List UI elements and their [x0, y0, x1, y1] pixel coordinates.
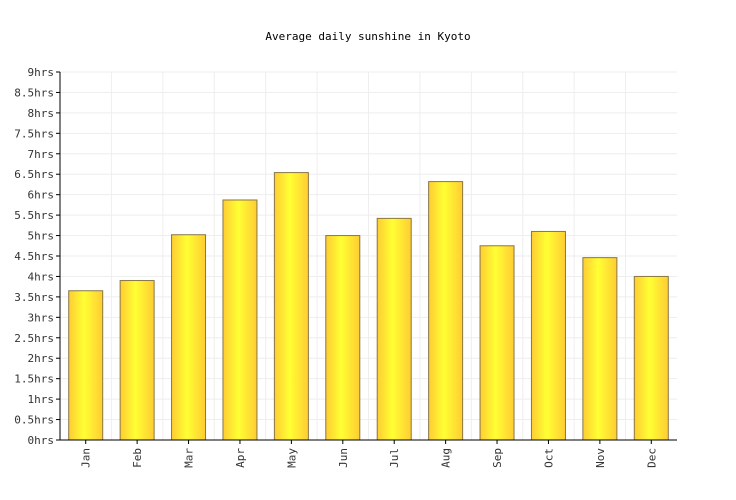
x-tick-label: Jul — [388, 448, 401, 468]
x-tick-label: Dec — [645, 448, 658, 468]
x-tick-label: Feb — [131, 448, 144, 468]
y-tick-label: 0hrs — [28, 434, 55, 447]
y-tick-label: 7.5hrs — [14, 127, 54, 140]
x-tick-label: Sep — [491, 448, 504, 468]
x-tick-label: Jan — [80, 448, 93, 468]
bar-sep — [479, 245, 515, 441]
y-tick-label: 4.5hrs — [14, 250, 54, 263]
bar-aug — [428, 181, 464, 441]
x-tick-label: Mar — [183, 448, 196, 468]
x-tick-label: Oct — [542, 448, 555, 468]
y-tick-label: 2.5hrs — [14, 332, 54, 345]
y-tick-label: 9hrs — [28, 66, 55, 79]
tick-labels: 0hrs 0.5hrs 1hrs 1.5hrs 2hrs 2.5hrs 3hrs 3.5hrs… — [14, 66, 658, 468]
y-tick-label: 5.5hrs — [14, 209, 54, 222]
y-tick-label: 6.5hrs — [14, 168, 54, 181]
chart-title: Average daily sunshine in Kyoto — [265, 30, 471, 43]
bar-may — [273, 172, 309, 441]
y-tick-label: 4hrs — [28, 270, 55, 283]
x-tick-label: Aug — [440, 448, 453, 468]
bar-dec — [633, 275, 669, 441]
bar-jan — [68, 290, 104, 441]
axes — [56, 71, 677, 444]
y-tick-label: 7hrs — [28, 148, 55, 161]
bar-jul — [376, 217, 412, 441]
y-tick-label: 5hrs — [28, 230, 55, 243]
bar-feb — [119, 280, 155, 441]
bar-oct — [530, 230, 566, 441]
x-tick-label: Jun — [337, 448, 350, 468]
y-tick-label: 3.5hrs — [14, 291, 54, 304]
y-tick-label: 1hrs — [28, 393, 55, 406]
y-tick-label: 0.5hrs — [14, 414, 54, 427]
x-tick-label: Nov — [594, 448, 607, 468]
x-tick-label: May — [285, 448, 298, 468]
grid-lines — [60, 71, 677, 440]
y-tick-label: 1.5hrs — [14, 373, 54, 386]
bar-nov — [582, 257, 618, 441]
x-tick-label: Apr — [234, 448, 247, 468]
y-tick-label: 8.5hrs — [14, 86, 54, 99]
y-tick-label: 8hrs — [28, 107, 55, 120]
y-tick-label: 2hrs — [28, 352, 55, 365]
bar-apr — [222, 199, 258, 441]
bar-jun — [325, 235, 361, 441]
bar-mar — [171, 234, 207, 441]
bars — [68, 172, 669, 441]
y-tick-label: 6hrs — [28, 189, 55, 202]
y-tick-label: 3hrs — [28, 311, 55, 324]
